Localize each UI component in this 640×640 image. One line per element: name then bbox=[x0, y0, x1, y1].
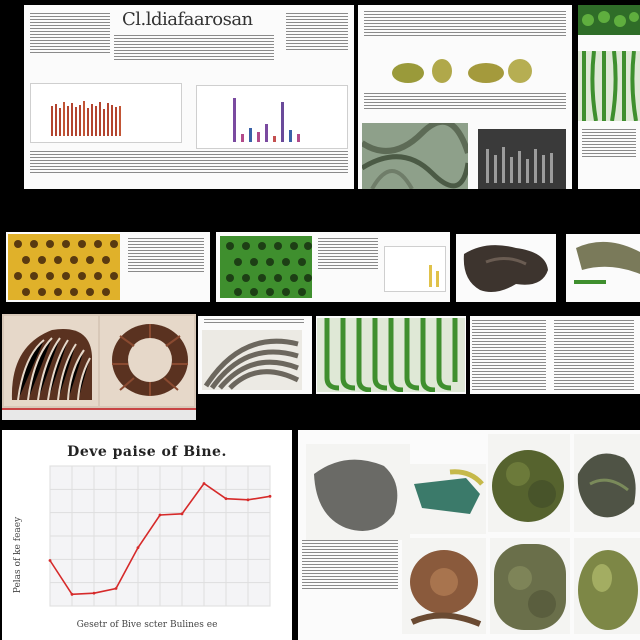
dark-specimen-photo bbox=[456, 234, 556, 302]
honeycomb-photo bbox=[8, 234, 120, 300]
green-honeycomb-photo bbox=[220, 236, 312, 298]
panel-text-columns bbox=[470, 316, 640, 394]
poster-text-mid bbox=[114, 35, 274, 62]
grid-photo-gray-stone bbox=[306, 444, 410, 540]
mini-chart-bars bbox=[429, 257, 439, 287]
brown-fan-right bbox=[100, 316, 194, 406]
data-point bbox=[180, 512, 184, 516]
poster-text-left bbox=[30, 13, 110, 55]
green-root-photo-top bbox=[578, 5, 640, 35]
specimen-text-mid bbox=[364, 93, 566, 111]
green-strand-photo bbox=[317, 318, 465, 392]
green-root-photo-main bbox=[578, 51, 640, 121]
panel-specimen-figures bbox=[358, 5, 572, 189]
green-honeycomb-mini-chart bbox=[384, 246, 446, 292]
grid-photo-olive bbox=[574, 538, 640, 634]
data-point bbox=[268, 494, 272, 498]
data-point bbox=[114, 587, 118, 590]
root-bundle-text bbox=[204, 319, 304, 325]
text-column-2 bbox=[554, 320, 634, 392]
text-column-1 bbox=[472, 320, 546, 392]
data-point bbox=[136, 546, 140, 550]
panel-green-roots bbox=[578, 5, 640, 189]
specimen-photo-roots bbox=[362, 123, 468, 189]
poster-bars bbox=[51, 96, 121, 136]
specimen-photo-dark bbox=[478, 129, 566, 189]
specimen-text-top bbox=[364, 11, 566, 38]
panel-leaf-specimen bbox=[566, 234, 640, 302]
poster-grouped-figure bbox=[196, 85, 348, 149]
grid-photo-dark-leaf bbox=[574, 434, 640, 532]
data-point bbox=[224, 497, 228, 501]
grid-photo-green-mass bbox=[490, 538, 570, 634]
green-root-text bbox=[582, 129, 636, 159]
panel-yellow-honeycomb bbox=[6, 232, 210, 302]
brown-fan-left bbox=[4, 316, 98, 406]
line-chart-xlabel: Gesetr of Bive scter Bulines ee bbox=[76, 620, 218, 630]
poster-bar-figure bbox=[30, 83, 182, 143]
poster-panel: Cl.ldiafaarosan bbox=[24, 5, 354, 189]
panel-brown-fans bbox=[2, 314, 196, 420]
panel-root-bundles bbox=[198, 316, 312, 394]
green-honeycomb-text bbox=[318, 238, 378, 271]
grid-photo-moss bbox=[488, 434, 570, 532]
line-chart-plot bbox=[48, 465, 272, 607]
honeycomb-text bbox=[128, 238, 204, 274]
line-chart-title: Deve paise of Bine. bbox=[67, 444, 227, 460]
data-point bbox=[246, 498, 250, 502]
specimen-photos-yellow bbox=[392, 59, 532, 83]
grid-photo-brown-shell bbox=[402, 538, 486, 634]
grid-text-lower-left bbox=[302, 540, 398, 591]
poster-text-bottom bbox=[30, 151, 348, 175]
data-point bbox=[158, 513, 162, 517]
panel-dark-specimen bbox=[456, 234, 556, 302]
brown-fan-footer-strip bbox=[2, 408, 196, 420]
data-point bbox=[70, 592, 74, 596]
poster-title: Cl.ldiafaarosan bbox=[122, 9, 253, 30]
grid-photo-teal-wedge bbox=[410, 464, 486, 534]
root-bundle-photo bbox=[202, 330, 302, 390]
data-point bbox=[92, 591, 96, 595]
panel-green-honeycomb bbox=[216, 232, 450, 302]
data-point bbox=[48, 559, 52, 562]
line-chart-panel: Deve paise of Bine. Pelas of ke feaey Ge… bbox=[2, 430, 292, 640]
panel-specimen-grid bbox=[298, 430, 640, 640]
poster-grouped-bars bbox=[233, 92, 300, 142]
data-point bbox=[202, 482, 206, 485]
poster-text-right bbox=[286, 13, 348, 52]
panel-green-strands bbox=[316, 316, 466, 394]
leaf-specimen-photo bbox=[566, 234, 640, 302]
